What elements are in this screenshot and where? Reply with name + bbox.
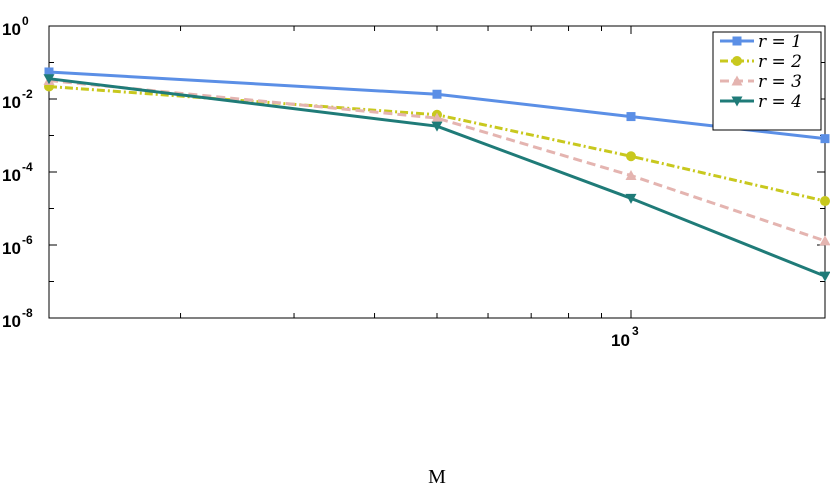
- data-point: [819, 271, 830, 282]
- series-line: [48, 79, 826, 243]
- y-tick-label: 10: [2, 20, 21, 39]
- y-tick-label: 10: [2, 166, 21, 185]
- y-tick-label-exponent: -4: [22, 160, 33, 174]
- data-point: [44, 67, 54, 77]
- y-tick-label-exponent: -2: [22, 87, 33, 101]
- series-4: [43, 74, 830, 282]
- legend-label: r = 3: [758, 72, 802, 92]
- legend-swatch-marker: [732, 36, 742, 46]
- x-tick-label: 10: [611, 331, 630, 350]
- x-tick-label-exponent: 3: [632, 324, 639, 338]
- data-point: [43, 74, 55, 85]
- y-tick-label: 10: [2, 239, 21, 258]
- data-point: [819, 235, 830, 246]
- y-tick-label: 10: [2, 312, 21, 331]
- legend-label: r = 1: [758, 32, 802, 52]
- data-point: [432, 89, 442, 99]
- data-point: [820, 196, 830, 207]
- data-point: [626, 112, 636, 122]
- legend-swatch-marker: [732, 56, 742, 66]
- y-tick-label-exponent: 0: [22, 14, 29, 28]
- legend-entry: r = 1: [720, 32, 802, 52]
- x-axis-label: M: [428, 466, 446, 486]
- data-point: [625, 193, 637, 204]
- data-point: [626, 151, 636, 162]
- legend-entry: r = 3: [720, 72, 802, 92]
- data-point: [431, 112, 443, 123]
- y-tick-label-exponent: -6: [22, 233, 33, 247]
- legend-swatch-marker: [731, 96, 743, 107]
- y-tick-label: 10: [2, 93, 21, 112]
- legend-box: [712, 31, 822, 131]
- data-point: [820, 134, 830, 144]
- legend: r = 1r = 2r = 3r = 4: [712, 31, 822, 131]
- minor-ticks: [49, 25, 826, 319]
- legend-label: r = 2: [758, 52, 802, 72]
- x-tick-labels: 10 3: [611, 324, 639, 350]
- data-point: [431, 121, 443, 132]
- legend-swatch-marker: [731, 75, 743, 86]
- y-tick-label-exponent: -8: [22, 306, 33, 320]
- series-line: [48, 85, 826, 203]
- legend-entry: r = 2: [720, 52, 802, 72]
- legend-label: r = 4: [758, 92, 802, 112]
- plot-area: [48, 25, 826, 319]
- legend-entry: r = 4: [720, 92, 802, 112]
- data-point: [625, 170, 637, 181]
- series-line: [48, 77, 826, 278]
